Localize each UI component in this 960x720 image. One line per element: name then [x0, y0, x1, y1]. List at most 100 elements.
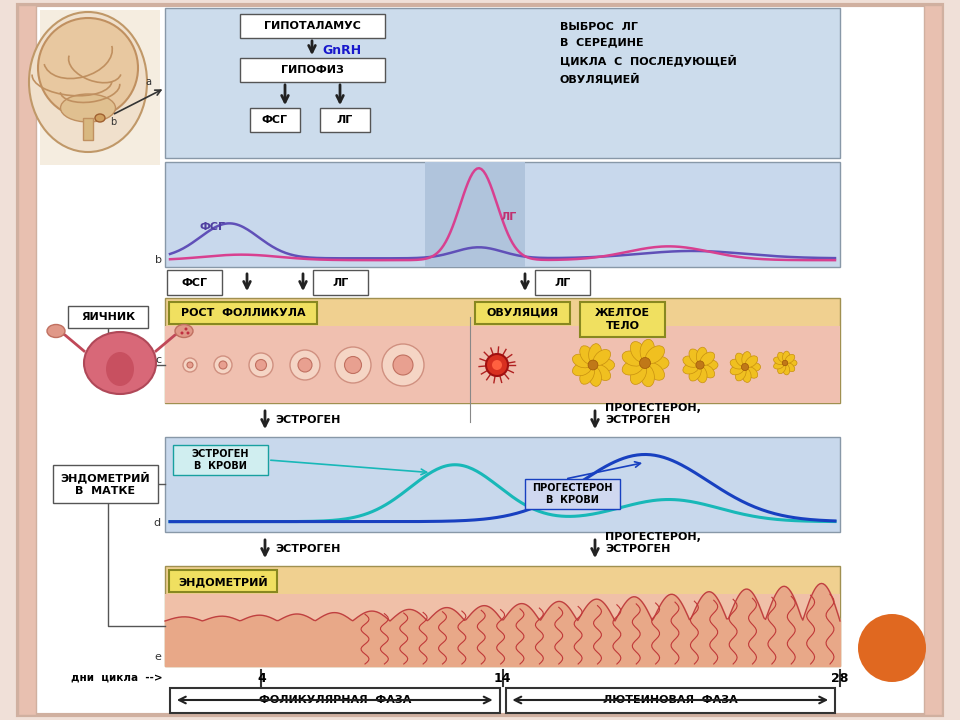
- Ellipse shape: [631, 364, 647, 384]
- Text: ЛГ: ЛГ: [332, 277, 348, 287]
- Bar: [167, 270, 222, 295]
- Ellipse shape: [580, 366, 594, 384]
- Ellipse shape: [735, 368, 746, 381]
- Ellipse shape: [741, 364, 749, 371]
- Text: ГИПОТАЛАМУС: ГИПОТАЛАМУС: [264, 21, 361, 31]
- Text: a: a: [145, 77, 151, 87]
- Bar: [173, 445, 268, 475]
- Ellipse shape: [60, 94, 115, 122]
- Ellipse shape: [249, 353, 273, 377]
- Ellipse shape: [745, 366, 757, 378]
- Bar: [165, 298, 840, 403]
- Ellipse shape: [639, 358, 651, 369]
- Ellipse shape: [345, 356, 362, 374]
- Ellipse shape: [382, 344, 424, 386]
- Text: ЛЮТЕИНОВАЯ  ФАЗА: ЛЮТЕИНОВАЯ ФАЗА: [603, 695, 737, 705]
- Ellipse shape: [689, 349, 701, 364]
- Text: b: b: [155, 255, 162, 265]
- Text: d: d: [154, 518, 161, 528]
- Bar: [170, 688, 499, 713]
- Text: ФОЛИКУЛЯРНАЯ  ФАЗА: ФОЛИКУЛЯРНАЯ ФАЗА: [258, 695, 411, 705]
- Bar: [165, 162, 840, 267]
- Ellipse shape: [640, 339, 655, 361]
- Bar: [165, 594, 840, 666]
- Ellipse shape: [696, 347, 708, 364]
- Bar: [18, 5, 36, 715]
- Ellipse shape: [782, 360, 788, 366]
- Ellipse shape: [290, 350, 320, 380]
- Text: 28: 28: [831, 672, 849, 685]
- Text: c: c: [155, 355, 161, 365]
- Ellipse shape: [778, 352, 786, 362]
- Text: ЭСТРОГЕН: ЭСТРОГЕН: [275, 544, 341, 554]
- Bar: [240, 58, 385, 82]
- Ellipse shape: [183, 358, 197, 372]
- Ellipse shape: [645, 362, 664, 380]
- Ellipse shape: [700, 364, 714, 378]
- Text: e: e: [155, 652, 161, 662]
- Text: ГИПОФИЗ: ГИПОФИЗ: [281, 65, 344, 75]
- Ellipse shape: [29, 12, 147, 152]
- Text: ЭСТРОГЕН: ЭСТРОГЕН: [275, 415, 341, 425]
- Ellipse shape: [782, 351, 790, 362]
- Ellipse shape: [683, 363, 699, 374]
- Text: ЭНДОМЕТРИЙ
В  МАТКЕ: ЭНДОМЕТРИЙ В МАТКЕ: [60, 472, 151, 497]
- Text: ВЫБРОС  ЛГ
В  СЕРЕДИНЕ
ЦИКЛА  С  ПОСЛЕДУЮЩЕЙ
ОВУЛЯЦИЕЙ: ВЫБРОС ЛГ В СЕРЕДИНЕ ЦИКЛА С ПОСЛЕДУЮЩЕЙ…: [560, 22, 736, 84]
- Ellipse shape: [184, 328, 187, 330]
- Ellipse shape: [731, 359, 744, 369]
- Ellipse shape: [593, 349, 611, 366]
- Text: ПРОГЕСТЕРОН
В  КРОВИ: ПРОГЕСТЕРОН В КРОВИ: [532, 483, 612, 505]
- Ellipse shape: [219, 361, 227, 369]
- Ellipse shape: [486, 354, 508, 376]
- Bar: [240, 14, 385, 38]
- Ellipse shape: [95, 114, 105, 122]
- Ellipse shape: [782, 364, 790, 375]
- Ellipse shape: [588, 360, 598, 370]
- Ellipse shape: [593, 364, 611, 380]
- Bar: [83, 118, 93, 140]
- Bar: [165, 437, 840, 532]
- Bar: [425, 162, 525, 267]
- Text: ПРОГЕСТЕРОН,
ЭСТРОГЕН: ПРОГЕСТЕРОН, ЭСТРОГЕН: [605, 532, 701, 554]
- Ellipse shape: [742, 351, 751, 366]
- Ellipse shape: [742, 368, 751, 382]
- Bar: [169, 302, 317, 324]
- Bar: [53, 465, 158, 503]
- Ellipse shape: [785, 354, 795, 364]
- Text: ЛГ: ЛГ: [500, 212, 516, 222]
- Text: ЛГ: ЛГ: [554, 277, 570, 287]
- Ellipse shape: [255, 359, 267, 371]
- Ellipse shape: [580, 346, 594, 364]
- Bar: [525, 479, 620, 509]
- Ellipse shape: [700, 352, 714, 365]
- Bar: [924, 5, 942, 715]
- Ellipse shape: [731, 365, 744, 375]
- Ellipse shape: [786, 359, 797, 366]
- Text: b: b: [110, 117, 116, 127]
- Ellipse shape: [298, 358, 312, 372]
- Text: ФСГ: ФСГ: [200, 222, 226, 232]
- Text: ЭСТРОГЕН
В  КРОВИ: ЭСТРОГЕН В КРОВИ: [192, 449, 250, 471]
- Ellipse shape: [683, 356, 699, 367]
- Bar: [165, 8, 840, 158]
- Ellipse shape: [180, 331, 183, 335]
- Bar: [169, 570, 277, 592]
- Ellipse shape: [631, 341, 647, 362]
- Text: GnRH: GnRH: [322, 43, 361, 56]
- Text: 14: 14: [493, 672, 512, 685]
- Ellipse shape: [647, 356, 669, 370]
- Text: ФСГ: ФСГ: [181, 277, 207, 287]
- Ellipse shape: [393, 355, 413, 375]
- Text: ПРОГЕСТЕРОН,
ЭСТРОГЕН: ПРОГЕСТЕРОН, ЭСТРОГЕН: [605, 402, 701, 426]
- Text: ЖЕЛТОЕ
ТЕЛО: ЖЕЛТОЕ ТЕЛО: [595, 308, 650, 331]
- Ellipse shape: [702, 360, 718, 370]
- Ellipse shape: [778, 364, 786, 374]
- Ellipse shape: [858, 614, 926, 682]
- Bar: [535, 270, 590, 295]
- Ellipse shape: [335, 347, 371, 383]
- Text: ЯИЧНИК: ЯИЧНИК: [81, 312, 135, 322]
- Text: дни  цикла  -->: дни цикла -->: [71, 673, 163, 683]
- Bar: [40, 10, 160, 165]
- Ellipse shape: [588, 366, 602, 387]
- Ellipse shape: [186, 331, 189, 335]
